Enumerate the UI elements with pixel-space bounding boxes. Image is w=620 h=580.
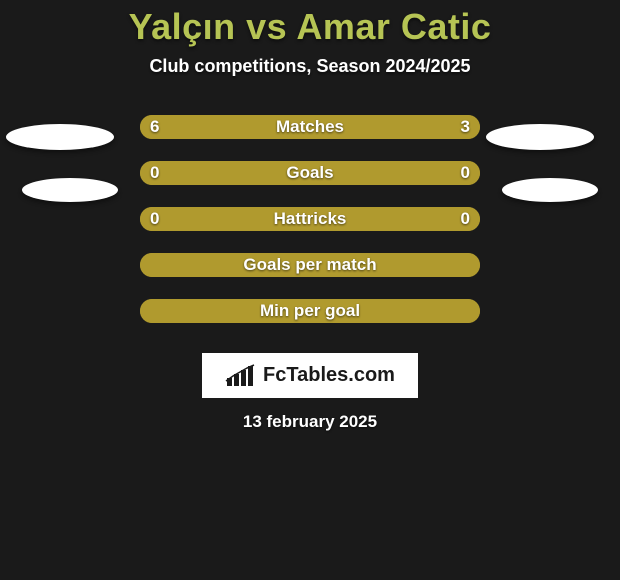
stat-value-left: 0 bbox=[150, 161, 159, 185]
stat-row: Min per goal bbox=[0, 299, 620, 345]
barchart-icon bbox=[225, 364, 257, 388]
stat-row: Goals00 bbox=[0, 161, 620, 207]
stat-value-right: 3 bbox=[461, 115, 470, 139]
bar-track bbox=[140, 299, 480, 323]
stat-value-left: 0 bbox=[150, 207, 159, 231]
stat-row: Goals per match bbox=[0, 253, 620, 299]
logo-text: FcTables.com bbox=[263, 364, 395, 387]
page-title: Yalçın vs Amar Catic bbox=[0, 6, 620, 48]
stat-row: Matches63 bbox=[0, 115, 620, 161]
bar-track bbox=[140, 115, 480, 139]
stat-value-right: 0 bbox=[461, 161, 470, 185]
stat-row: Hattricks00 bbox=[0, 207, 620, 253]
bar-left-fill bbox=[140, 253, 480, 277]
stat-rows: Matches63Goals00Hattricks00Goals per mat… bbox=[0, 115, 620, 345]
content: Yalçın vs Amar Catic Club competitions, … bbox=[0, 0, 620, 432]
bar-track bbox=[140, 207, 480, 231]
logo-box: FcTables.com bbox=[202, 353, 418, 398]
bar-track bbox=[140, 161, 480, 185]
bar-left-fill bbox=[140, 207, 480, 231]
bar-left-fill bbox=[140, 115, 367, 139]
stat-value-right: 0 bbox=[461, 207, 470, 231]
page-subtitle: Club competitions, Season 2024/2025 bbox=[0, 56, 620, 77]
bar-left-fill bbox=[140, 161, 480, 185]
bar-track bbox=[140, 253, 480, 277]
stat-value-left: 6 bbox=[150, 115, 159, 139]
bar-left-fill bbox=[140, 299, 480, 323]
datestamp: 13 february 2025 bbox=[0, 412, 620, 432]
